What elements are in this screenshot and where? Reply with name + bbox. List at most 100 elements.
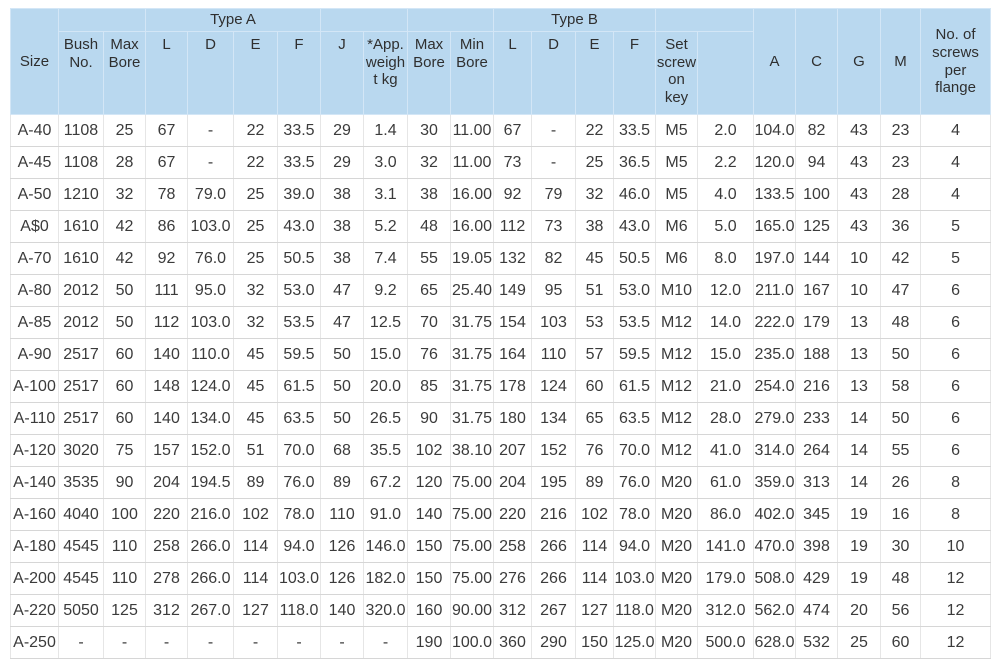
- cell-screws: 6: [920, 306, 992, 339]
- cell-m: 47: [880, 274, 922, 307]
- cell-set-screw: M12: [655, 370, 699, 403]
- cell-size: A-80: [10, 274, 59, 307]
- cell-set-screw: M12: [655, 306, 699, 339]
- cell-e-b: 114: [575, 562, 614, 595]
- cell-set-screw: M10: [655, 274, 699, 307]
- cell-bush-no: 2517: [58, 338, 104, 371]
- cell-e-b: 150: [575, 626, 614, 659]
- column-header-max-bore-b: Max Bore: [407, 31, 451, 115]
- cell-app-weight: 320.0: [363, 594, 408, 627]
- cell-d-b: 290: [531, 626, 576, 659]
- column-header-l-b: L: [493, 31, 532, 115]
- cell-c: 474: [795, 594, 839, 627]
- cell-min-bore-b: 75.00: [450, 498, 494, 531]
- cell-a: 235.0: [753, 338, 797, 371]
- cell-m: 23: [880, 146, 922, 179]
- cell-d-a: 124.0: [187, 370, 234, 403]
- cell-bush-no: 4545: [58, 530, 104, 563]
- cell-e-b: 57: [575, 338, 614, 371]
- cell-c: 100: [795, 178, 839, 211]
- cell-l-b: 258: [493, 530, 532, 563]
- cell-f-a: 78.0: [277, 498, 321, 531]
- cell-app-weight: 146.0: [363, 530, 408, 563]
- cell-c: 94: [795, 146, 839, 179]
- cell-a: 165.0: [753, 210, 797, 243]
- cell-app-weight: -: [363, 626, 408, 659]
- cell-l-b: 312: [493, 594, 532, 627]
- cell-set-screw: M20: [655, 562, 699, 595]
- table-header: Size Type A Type B A C G M No. of screws per fl…: [10, 8, 992, 115]
- cell-e-a: 22: [233, 114, 278, 147]
- cell-g: 19: [837, 530, 882, 563]
- cell-m: 30: [880, 530, 922, 563]
- cell-l-b: 204: [493, 466, 532, 499]
- cell-f-a: 33.5: [277, 146, 321, 179]
- cell-l-a: 204: [145, 466, 188, 499]
- cell-size: A-220: [10, 594, 59, 627]
- cell-min-bore-b: 31.75: [450, 370, 494, 403]
- cell-e-a: 32: [233, 274, 278, 307]
- cell-size: A-70: [10, 242, 59, 275]
- cell-l-b: 154: [493, 306, 532, 339]
- cell-f-b: 125.0: [612, 626, 657, 659]
- cell-l-b: 112: [493, 210, 532, 243]
- cell-screws: 4: [920, 178, 992, 211]
- cell-screws: 4: [920, 146, 992, 179]
- cell-d-b: 103: [531, 306, 576, 339]
- cell-max-bore-b: 140: [407, 498, 451, 531]
- cell-app-weight: 9.2: [363, 274, 408, 307]
- cell-bush-no: 3535: [58, 466, 104, 499]
- cell-g: 10: [837, 242, 882, 275]
- cell-d-b: 73: [531, 210, 576, 243]
- cell-app-weight: 15.0: [363, 338, 408, 371]
- cell-screws: 12: [920, 626, 992, 659]
- cell-e-a: 45: [233, 338, 278, 371]
- cell-g: 25: [837, 626, 882, 659]
- cell-max-bore-b: 90: [407, 402, 451, 435]
- column-header-set-screw-size: [697, 31, 755, 115]
- cell-g: 19: [837, 498, 882, 531]
- column-header-l-a: L: [145, 31, 188, 115]
- cell-a: 402.0: [753, 498, 797, 531]
- cell-max-bore-a: 32: [103, 178, 146, 211]
- cell-f-b: 33.5: [612, 114, 657, 147]
- cell-f-a: 94.0: [277, 530, 321, 563]
- table-row: A-140 3535 90 204 194.5 89 76.0 89 67.2 120 75.00 2…: [10, 466, 992, 499]
- table-row: A-180 4545 110 258 266.0 114 94.0 126 146.0 150 75…: [10, 530, 992, 563]
- cell-d-b: 82: [531, 242, 576, 275]
- cell-j-a: 38: [320, 178, 364, 211]
- cell-d-b: 216: [531, 498, 576, 531]
- cell-min-bore-b: 19.05: [450, 242, 494, 275]
- cell-d-a: 76.0: [187, 242, 234, 275]
- cell-set-screw: M5: [655, 146, 699, 179]
- cell-e-b: 38: [575, 210, 614, 243]
- cell-set-screw-size: 312.0: [697, 594, 755, 627]
- cell-e-a: 25: [233, 242, 278, 275]
- cell-m: 36: [880, 210, 922, 243]
- cell-e-a: 114: [233, 562, 278, 595]
- cell-l-a: 140: [145, 402, 188, 435]
- cell-d-a: 103.0: [187, 210, 234, 243]
- cell-min-bore-b: 11.00: [450, 114, 494, 147]
- column-header-app-weight: *App. weigh t kg: [363, 31, 408, 115]
- cell-max-bore-a: 25: [103, 114, 146, 147]
- cell-set-screw: M20: [655, 626, 699, 659]
- cell-a: 279.0: [753, 402, 797, 435]
- cell-d-b: 134: [531, 402, 576, 435]
- cell-d-a: 216.0: [187, 498, 234, 531]
- cell-d-b: 110: [531, 338, 576, 371]
- cell-f-b: 103.0: [612, 562, 657, 595]
- cell-j-a: 89: [320, 466, 364, 499]
- cell-m: 60: [880, 626, 922, 659]
- cell-e-b: 32: [575, 178, 614, 211]
- cell-f-a: 118.0: [277, 594, 321, 627]
- cell-c: 532: [795, 626, 839, 659]
- cell-f-b: 78.0: [612, 498, 657, 531]
- cell-l-b: 180: [493, 402, 532, 435]
- cell-d-b: 79: [531, 178, 576, 211]
- column-header-g: G: [837, 8, 882, 115]
- cell-j-a: 47: [320, 274, 364, 307]
- cell-e-b: 51: [575, 274, 614, 307]
- cell-set-screw: M12: [655, 434, 699, 467]
- cell-bush-no: 3020: [58, 434, 104, 467]
